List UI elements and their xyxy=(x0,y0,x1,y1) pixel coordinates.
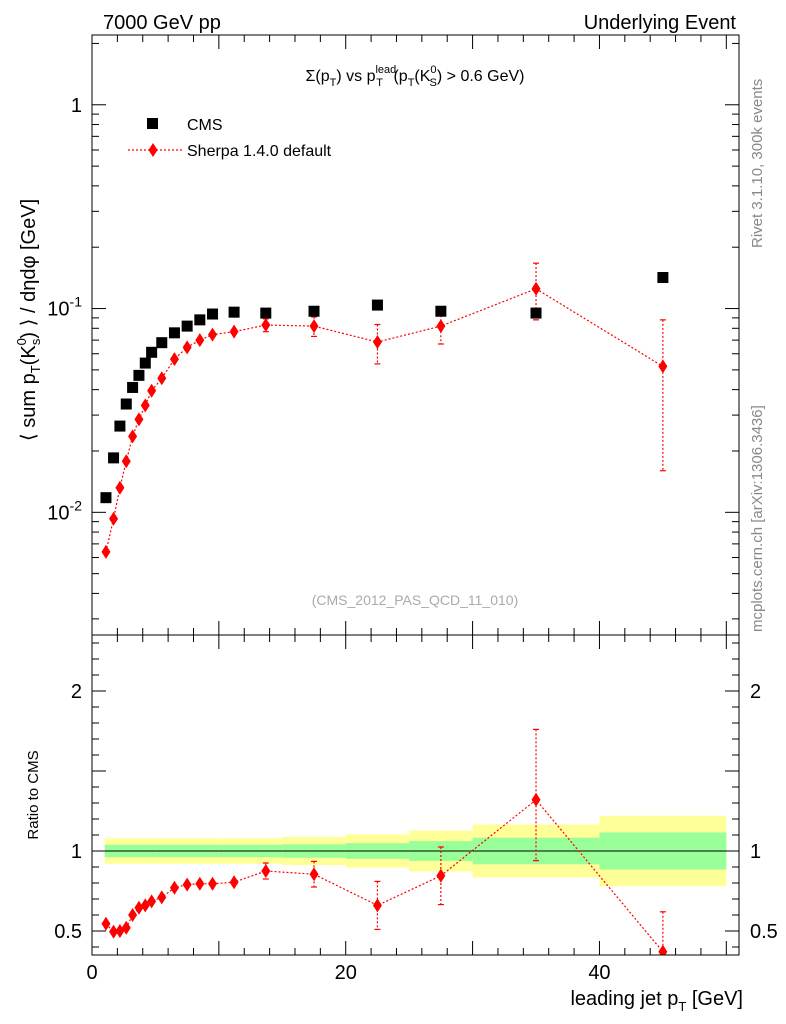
main-ytick-label: 10-1 xyxy=(47,294,82,321)
sherpa-point xyxy=(182,340,192,355)
sherpa-point xyxy=(372,335,382,350)
cms-point xyxy=(260,307,272,319)
ratio-point xyxy=(182,877,192,892)
xtick-label: 20 xyxy=(335,962,357,984)
ratio-point xyxy=(436,868,446,883)
cms-point xyxy=(194,314,206,326)
cms-point xyxy=(530,307,542,319)
xtick-label: 40 xyxy=(588,962,610,984)
ratio-ytick-label-right: 2 xyxy=(750,681,761,703)
cms-point xyxy=(100,492,112,504)
cms-point xyxy=(181,320,193,332)
sherpa-point xyxy=(115,480,125,495)
sherpa-point xyxy=(157,371,167,386)
sherpa-point xyxy=(121,454,131,469)
ratio-point xyxy=(309,867,319,882)
ratio-panel: 0.5 0.51 12 20 20 40 Ratio to CMS xyxy=(25,634,778,984)
main-ytick-label: 10-2 xyxy=(47,497,82,524)
ratio-point xyxy=(195,876,205,891)
cms-point xyxy=(228,306,240,318)
ratio-point xyxy=(121,920,131,935)
cms-point xyxy=(120,398,132,410)
sherpa-point xyxy=(261,318,271,333)
ratio-series xyxy=(101,728,668,955)
cms-point xyxy=(139,357,151,369)
cms-point xyxy=(133,369,145,381)
sherpa-point xyxy=(658,359,668,374)
cms-point xyxy=(308,305,320,317)
ratio-point xyxy=(372,898,382,913)
main-ticks: 10-2 10-1 1 xyxy=(47,35,739,635)
cms-point xyxy=(657,272,669,284)
sherpa-point xyxy=(169,352,179,367)
mcplots-label: mcplots.cern.ch [arXiv:1306.3436] xyxy=(749,405,766,632)
sherpa-point xyxy=(134,412,144,427)
sherpa-point xyxy=(109,511,119,526)
ratio-point xyxy=(658,944,668,955)
ratio-ticks: 0.5 0.51 12 20 20 40 xyxy=(54,635,778,984)
sherpa-point xyxy=(531,281,541,296)
ratio-point xyxy=(134,900,144,915)
cms-point xyxy=(207,308,219,320)
header-right-text: Underlying Event xyxy=(584,12,737,34)
legend-sherpa-label: Sherpa 1.4.0 default xyxy=(187,143,332,160)
main-ylabel: ⟨ sum pT(K0s) ⟩ / dηdφ [GeV] xyxy=(14,199,43,441)
cms-point xyxy=(168,327,180,339)
cms-point xyxy=(371,299,383,311)
cms-point xyxy=(114,420,126,432)
xlabel: leading jet pT [GeV] xyxy=(570,988,743,1014)
ratio-line xyxy=(105,798,664,953)
sherpa-point xyxy=(229,324,239,339)
ratio-point xyxy=(169,880,179,895)
header-left-text: 7000 GeV pp xyxy=(103,12,221,34)
main-ytick-label: 1 xyxy=(71,95,82,117)
sherpa-point xyxy=(195,333,205,348)
ratio-ytick-label: 2 xyxy=(71,681,82,703)
sherpa-point xyxy=(309,319,319,334)
sherpa-point xyxy=(147,383,157,398)
rivet-label: Rivet 3.1.10, 300k events xyxy=(749,79,766,248)
cms-point xyxy=(108,452,120,464)
cms-point xyxy=(156,337,168,349)
legend-cms-label: CMS xyxy=(187,117,223,134)
ratio-ylabel: Ratio to CMS xyxy=(25,750,42,839)
ratio-point xyxy=(128,908,138,922)
sherpa-point xyxy=(128,429,138,444)
ratio-point xyxy=(261,864,271,878)
xtick-label: 0 xyxy=(86,962,97,984)
ratio-point xyxy=(147,894,157,909)
main-title: Σ(pT) vs plead T (pT(K0 S) > 0.6 GeV) xyxy=(306,64,525,89)
ratio-ytick-label-right: 1 xyxy=(750,841,761,863)
cms-point xyxy=(146,346,158,358)
cms-point xyxy=(435,305,447,317)
legend-cms-marker xyxy=(147,118,158,129)
cms-point xyxy=(127,381,139,393)
ratio-point xyxy=(101,916,111,931)
sherpa-point xyxy=(140,398,150,413)
main-series xyxy=(100,262,669,559)
legend-sherpa-marker xyxy=(148,143,158,157)
sherpa-point xyxy=(208,327,218,342)
ratio-frame xyxy=(91,634,740,956)
ratio-ytick-label: 1 xyxy=(71,841,82,863)
ratio-point xyxy=(208,876,218,891)
ratio-series-clipped xyxy=(101,728,668,955)
ratio-ytick-label-right: 0.5 xyxy=(750,921,778,943)
ratio-ytick-label: 0.5 xyxy=(54,921,82,943)
legend: CMS Sherpa 1.4.0 default xyxy=(128,117,332,160)
main-panel: 10-2 10-1 1 Σ(pT) vs plead T (pT(K0 S) > 0.6… xyxy=(14,34,740,636)
analysis-annotation: (CMS_2012_PAS_QCD_11_010) xyxy=(312,592,519,608)
ratio-point xyxy=(109,924,119,939)
sherpa-point xyxy=(101,544,111,559)
sherpa-point xyxy=(436,319,446,334)
ratio-point xyxy=(531,792,541,807)
ratio-point xyxy=(157,890,167,905)
ratio-point xyxy=(229,875,239,890)
